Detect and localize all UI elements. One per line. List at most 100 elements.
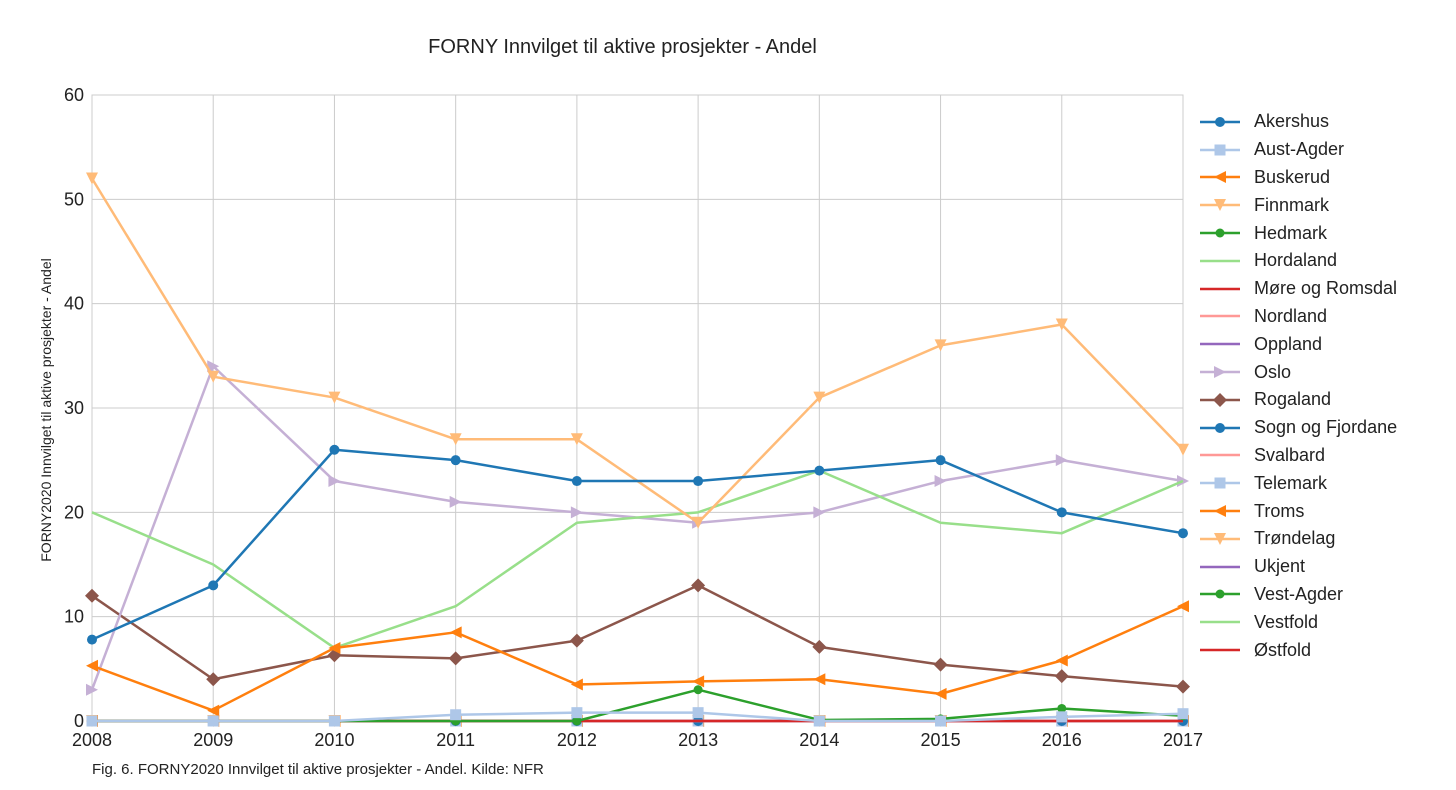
data-point bbox=[449, 626, 462, 639]
x-tick-label: 2015 bbox=[921, 730, 961, 750]
legend-item: Rogaland bbox=[1198, 386, 1397, 414]
y-tick-label: 60 bbox=[64, 85, 84, 105]
x-tick-label: 2011 bbox=[436, 730, 475, 750]
legend-label: Ukjent bbox=[1254, 556, 1306, 577]
series-line bbox=[91, 469, 1184, 650]
legend-item: Telemark bbox=[1198, 469, 1397, 497]
legend-item: Sogn og Fjordane bbox=[1198, 414, 1397, 442]
legend-label: Aust-Agder bbox=[1254, 139, 1345, 160]
data-point bbox=[1056, 711, 1068, 723]
data-point bbox=[572, 716, 582, 726]
data-point bbox=[814, 465, 825, 476]
legend-label: Svalbard bbox=[1254, 444, 1326, 465]
legend-marker bbox=[1214, 505, 1226, 518]
series-akershus bbox=[87, 444, 1188, 645]
y-tick-label: 30 bbox=[64, 398, 84, 418]
y-tick-label: 0 bbox=[74, 711, 84, 731]
legend-item: Aust-Agder bbox=[1198, 136, 1397, 164]
legend-swatch bbox=[1200, 259, 1240, 263]
data-point bbox=[328, 641, 341, 654]
legend-item: Oslo bbox=[1198, 358, 1397, 386]
chart-title: FORNY Innvilget til aktive prosjekter - … bbox=[428, 36, 817, 58]
legend-label: Troms bbox=[1254, 500, 1305, 521]
legend-marker bbox=[1214, 532, 1226, 545]
legend-swatch bbox=[1200, 171, 1240, 184]
legend-item: Buskerud bbox=[1198, 164, 1397, 192]
data-point bbox=[1178, 528, 1188, 539]
data-point bbox=[1055, 454, 1068, 467]
data-point bbox=[206, 672, 221, 687]
data-point bbox=[934, 339, 947, 352]
legend-item: Trøndelag bbox=[1198, 525, 1397, 553]
data-point bbox=[1177, 600, 1189, 613]
legend-item: Vestfold bbox=[1198, 608, 1397, 636]
legend: Akershus Aust-Agder Buskerud Finnmark Hedmar… bbox=[1198, 108, 1397, 664]
legend-item: Oppland bbox=[1198, 330, 1397, 358]
legend-item: Akershus bbox=[1198, 108, 1397, 136]
data-point bbox=[450, 455, 461, 466]
data-point bbox=[328, 715, 340, 727]
data-point bbox=[85, 588, 99, 603]
legend-label: Oppland bbox=[1254, 333, 1323, 354]
data-point bbox=[813, 673, 826, 686]
data-point bbox=[692, 516, 705, 529]
data-point bbox=[693, 685, 703, 695]
data-point bbox=[569, 633, 584, 648]
data-point bbox=[812, 639, 827, 654]
legend-marker bbox=[1215, 422, 1225, 433]
data-point bbox=[207, 715, 219, 727]
legend-swatch bbox=[1200, 422, 1240, 433]
legend-marker bbox=[1214, 477, 1226, 489]
series-finnmark bbox=[86, 172, 1189, 529]
legend-marker bbox=[1214, 144, 1226, 156]
legend-swatch bbox=[1200, 366, 1240, 379]
legend-marker bbox=[1214, 199, 1226, 212]
series-line bbox=[91, 448, 1184, 641]
data-point bbox=[328, 391, 341, 404]
legend-swatch bbox=[1200, 454, 1240, 457]
data-point bbox=[813, 715, 825, 727]
data-point bbox=[207, 360, 220, 373]
legend-label: Finnmark bbox=[1254, 194, 1330, 215]
data-point bbox=[692, 675, 705, 688]
legend-item: Østfold bbox=[1198, 636, 1397, 664]
x-tick-label: 2013 bbox=[678, 730, 718, 750]
x-tick-label: 2009 bbox=[193, 730, 233, 750]
data-point bbox=[1055, 654, 1068, 667]
legend-marker bbox=[1214, 171, 1226, 184]
data-point bbox=[570, 678, 583, 691]
x-tick-label: 2016 bbox=[1042, 730, 1082, 750]
legend-label: Buskerud bbox=[1254, 166, 1331, 187]
data-point bbox=[933, 657, 948, 672]
legend-label: Hordaland bbox=[1254, 250, 1338, 271]
data-point bbox=[86, 659, 98, 672]
legend-label: Hedmark bbox=[1254, 222, 1328, 243]
legend-marker bbox=[1215, 228, 1225, 238]
y-tick-label: 50 bbox=[64, 189, 84, 209]
data-point bbox=[935, 455, 946, 466]
legend-swatch bbox=[1200, 620, 1240, 624]
legend-swatch bbox=[1200, 532, 1240, 545]
data-point bbox=[1055, 318, 1068, 331]
legend-label: Oslo bbox=[1254, 361, 1292, 382]
legend-swatch bbox=[1200, 199, 1240, 212]
data-point bbox=[208, 580, 219, 591]
legend-item: Svalbard bbox=[1198, 442, 1397, 470]
legend-swatch bbox=[1200, 228, 1240, 238]
x-tick-label: 2017 bbox=[1163, 730, 1203, 750]
y-tick-label: 20 bbox=[64, 502, 84, 522]
legend-swatch bbox=[1200, 477, 1240, 489]
legend-item: Ukjent bbox=[1198, 553, 1397, 581]
legend-item: Nordland bbox=[1198, 303, 1397, 331]
legend-item: Møre og Romsdal bbox=[1198, 275, 1397, 303]
data-point bbox=[207, 704, 220, 717]
legend-label: Telemark bbox=[1254, 472, 1328, 493]
legend-label: Rogaland bbox=[1254, 389, 1332, 410]
legend-swatch bbox=[1200, 287, 1240, 290]
legend-swatch bbox=[1200, 392, 1240, 407]
data-point bbox=[1057, 703, 1067, 713]
data-point bbox=[571, 707, 583, 719]
figure-caption: Fig. 6. FORNY2020 Innvilget til aktive p… bbox=[92, 761, 544, 778]
legend-marker bbox=[1215, 589, 1225, 599]
series-oslo bbox=[86, 360, 1189, 696]
